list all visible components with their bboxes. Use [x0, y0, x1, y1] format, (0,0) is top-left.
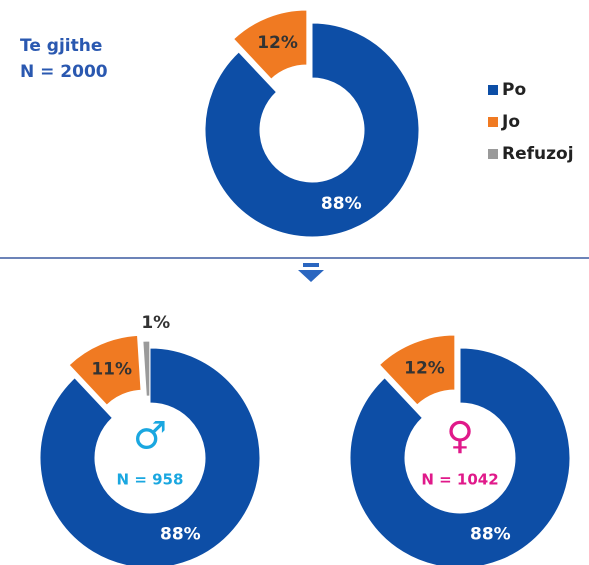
data-label: 88%: [321, 194, 362, 214]
legend-swatch: [488, 149, 498, 159]
chart-subtitle: N = 2000: [20, 62, 108, 82]
slice: [204, 22, 420, 238]
legend-swatch: [488, 85, 498, 95]
sample-size: N = 958: [117, 471, 184, 489]
slice: [232, 9, 308, 80]
arrow: [298, 263, 324, 282]
data-label: 12%: [257, 33, 298, 53]
sample-size: N = 1042: [421, 471, 498, 489]
legend-label: Refuzoj: [502, 144, 574, 164]
legend-label: Po: [502, 80, 526, 100]
legend-label: Jo: [501, 112, 520, 132]
slice: [378, 334, 456, 406]
data-label: 88%: [470, 525, 511, 545]
slice: [68, 334, 142, 406]
slice: [39, 347, 261, 565]
legend-swatch: [488, 117, 498, 127]
chart-title: Te gjithe: [20, 36, 102, 56]
gender-symbol: ♀: [446, 414, 474, 458]
gender-symbol: ♂: [133, 414, 167, 458]
slice: [349, 347, 571, 565]
data-label: 12%: [404, 358, 445, 378]
data-label: 11%: [91, 359, 132, 379]
slice: [142, 340, 151, 397]
data-label: 88%: [160, 525, 201, 545]
data-label: 1%: [141, 313, 170, 333]
